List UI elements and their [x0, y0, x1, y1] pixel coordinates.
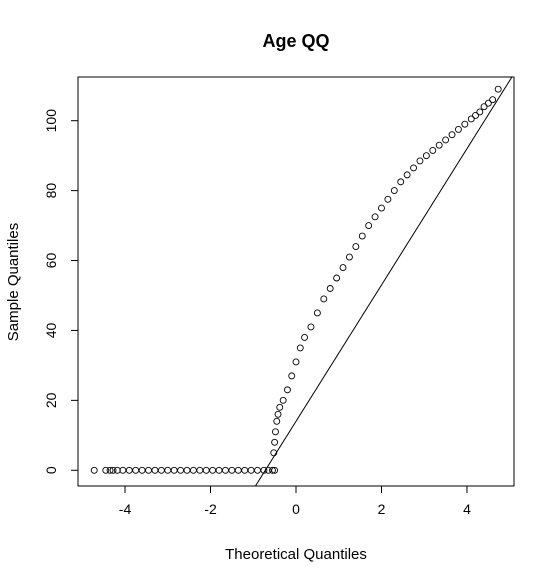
qq-point	[416, 157, 424, 165]
qq-point	[352, 243, 360, 250]
y-axis: 0 20 40 60 80 100	[43, 109, 79, 474]
qq-point	[157, 466, 165, 474]
qq-point	[410, 164, 417, 172]
qq-point	[170, 466, 178, 474]
reference-line-group	[254, 77, 513, 486]
qq-point	[196, 466, 204, 474]
qq-point	[333, 274, 341, 282]
qq-point	[296, 344, 304, 352]
qq-point	[113, 466, 121, 474]
qq-point	[183, 466, 191, 474]
y-tick-label: 20	[43, 392, 59, 408]
qq-point	[484, 99, 492, 107]
qq-point	[301, 333, 308, 341]
qq-point	[288, 372, 296, 380]
qq-point	[271, 438, 279, 446]
qq-point	[339, 264, 347, 271]
qq-point	[90, 466, 98, 474]
qq-point	[371, 213, 379, 221]
qq-point	[151, 466, 159, 474]
qq-point	[435, 141, 443, 149]
qq-point	[274, 410, 282, 418]
qq-point	[480, 103, 488, 111]
qq-point	[102, 466, 110, 474]
qq-point	[271, 466, 279, 474]
qq-point	[279, 396, 287, 404]
qq-point	[284, 386, 291, 394]
x-axis: -4 -2 0 2 4	[119, 485, 471, 517]
qq-point	[254, 466, 261, 474]
qq-point	[272, 428, 279, 436]
qq-point	[106, 466, 114, 474]
qq-point	[397, 178, 405, 186]
qq-point	[119, 466, 127, 474]
qq-point	[403, 171, 411, 179]
x-axis-label: Theoretical Quantiles	[225, 546, 367, 563]
qq-point	[390, 187, 398, 195]
qq-point	[215, 466, 223, 474]
y-tick-label: 0	[43, 466, 59, 474]
qq-point	[132, 466, 140, 474]
chart-title: Age QQ	[262, 31, 329, 51]
sample-points	[90, 85, 502, 474]
x-tick-label: 2	[378, 501, 386, 517]
qq-point	[222, 466, 229, 474]
qq-point	[177, 466, 185, 474]
y-tick-label: 80	[43, 183, 59, 199]
qq-point	[448, 131, 456, 139]
qq-point	[378, 204, 385, 212]
qq-point	[189, 466, 197, 474]
qq-point	[138, 466, 146, 474]
qq-point	[365, 222, 373, 230]
x-tick-label: -4	[119, 501, 132, 517]
qq-point	[273, 417, 281, 425]
qq-point	[145, 466, 152, 474]
y-tick-label: 60	[43, 253, 59, 269]
qq-point	[209, 466, 217, 474]
qq-point	[307, 323, 315, 331]
qq-point	[313, 309, 321, 317]
x-tick-label: -2	[204, 501, 217, 517]
qq-point	[109, 466, 117, 474]
qq-point	[345, 253, 353, 261]
qq-point	[247, 466, 255, 474]
qq-point	[276, 403, 284, 411]
qq-point	[358, 232, 366, 240]
qq-point	[292, 358, 300, 366]
qq-point	[234, 466, 242, 474]
qq-point	[326, 285, 334, 292]
qq-point	[472, 112, 479, 119]
x-tick-label: 0	[292, 501, 300, 517]
qq-point	[494, 85, 502, 93]
qq-point	[489, 96, 497, 104]
qq-point	[320, 295, 328, 303]
y-tick-label: 100	[43, 109, 59, 133]
qq-point	[442, 136, 450, 144]
qq-point	[202, 466, 210, 474]
qq-point	[384, 195, 392, 203]
qq-point	[476, 108, 484, 116]
qq-point	[269, 466, 276, 474]
qq-point	[467, 115, 475, 123]
x-tick-label: 4	[463, 501, 471, 517]
qq-reference-line	[254, 77, 513, 486]
qq-point	[228, 466, 236, 474]
qq-point	[125, 466, 133, 474]
y-axis-label: Sample Quantiles	[5, 223, 22, 341]
qq-point	[461, 120, 469, 128]
qq-point	[164, 466, 172, 474]
y-tick-label: 40	[43, 322, 59, 338]
qq-point	[454, 125, 462, 133]
qq-point	[241, 466, 249, 474]
qq-point	[422, 152, 430, 160]
qq-point	[429, 146, 437, 154]
